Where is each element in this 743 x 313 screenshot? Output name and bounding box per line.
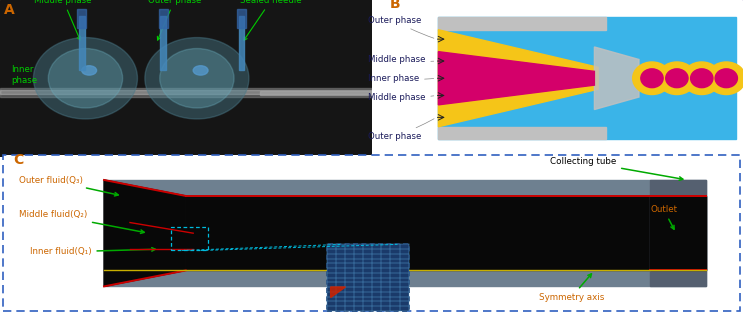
Circle shape [715,69,737,88]
Polygon shape [331,287,345,298]
FancyBboxPatch shape [3,156,740,311]
Bar [104,180,706,286]
Bar [160,16,166,70]
Text: Outlet: Outlet [650,205,677,229]
Circle shape [683,62,721,95]
Text: C: C [13,153,23,167]
Text: Outer phase: Outer phase [148,0,201,40]
Polygon shape [594,47,639,110]
Text: Symmetry axis: Symmetry axis [539,274,604,302]
Bar [438,17,736,139]
Polygon shape [104,180,186,286]
Bar [0,88,372,97]
Bar [237,9,246,28]
Polygon shape [438,30,598,127]
Circle shape [632,62,672,95]
Text: Outer fluid(Q₃): Outer fluid(Q₃) [19,176,118,196]
Bar [327,244,409,311]
Bar [186,196,706,270]
Circle shape [666,69,688,88]
Text: Inner phase: Inner phase [368,74,434,83]
Text: B: B [390,0,400,11]
Circle shape [658,62,696,95]
Bar [77,9,86,28]
Ellipse shape [82,66,97,75]
Bar [239,16,244,70]
Polygon shape [130,223,193,249]
Polygon shape [438,52,594,105]
Text: Inner
phase: Inner phase [11,65,37,85]
Text: Sealed needle: Sealed needle [241,0,302,40]
Ellipse shape [145,38,249,119]
Ellipse shape [193,66,208,75]
Text: Middle phase: Middle phase [368,93,434,101]
Ellipse shape [33,38,137,119]
Text: Middle phase: Middle phase [368,55,434,64]
Ellipse shape [160,49,234,108]
Bar [0,90,372,94]
Bar [438,127,606,139]
Text: A: A [4,3,14,17]
Circle shape [707,62,743,95]
Text: Collecting tube: Collecting tube [550,157,683,180]
Bar [171,227,208,250]
Text: Outer phase: Outer phase [368,119,434,141]
Text: Inner fluid(Q₁): Inner fluid(Q₁) [30,248,155,256]
Bar [438,17,606,30]
Bar [79,16,85,70]
Circle shape [640,69,663,88]
Bar [159,9,168,28]
Text: Middle fluid(Q₂): Middle fluid(Q₂) [19,210,144,233]
Bar [260,91,372,95]
Text: Middle phase: Middle phase [34,0,92,40]
Ellipse shape [48,49,123,108]
FancyBboxPatch shape [370,0,743,160]
Bar [650,196,706,270]
Circle shape [691,69,713,88]
Bar [650,180,706,286]
Text: Outer phase: Outer phase [368,16,434,38]
